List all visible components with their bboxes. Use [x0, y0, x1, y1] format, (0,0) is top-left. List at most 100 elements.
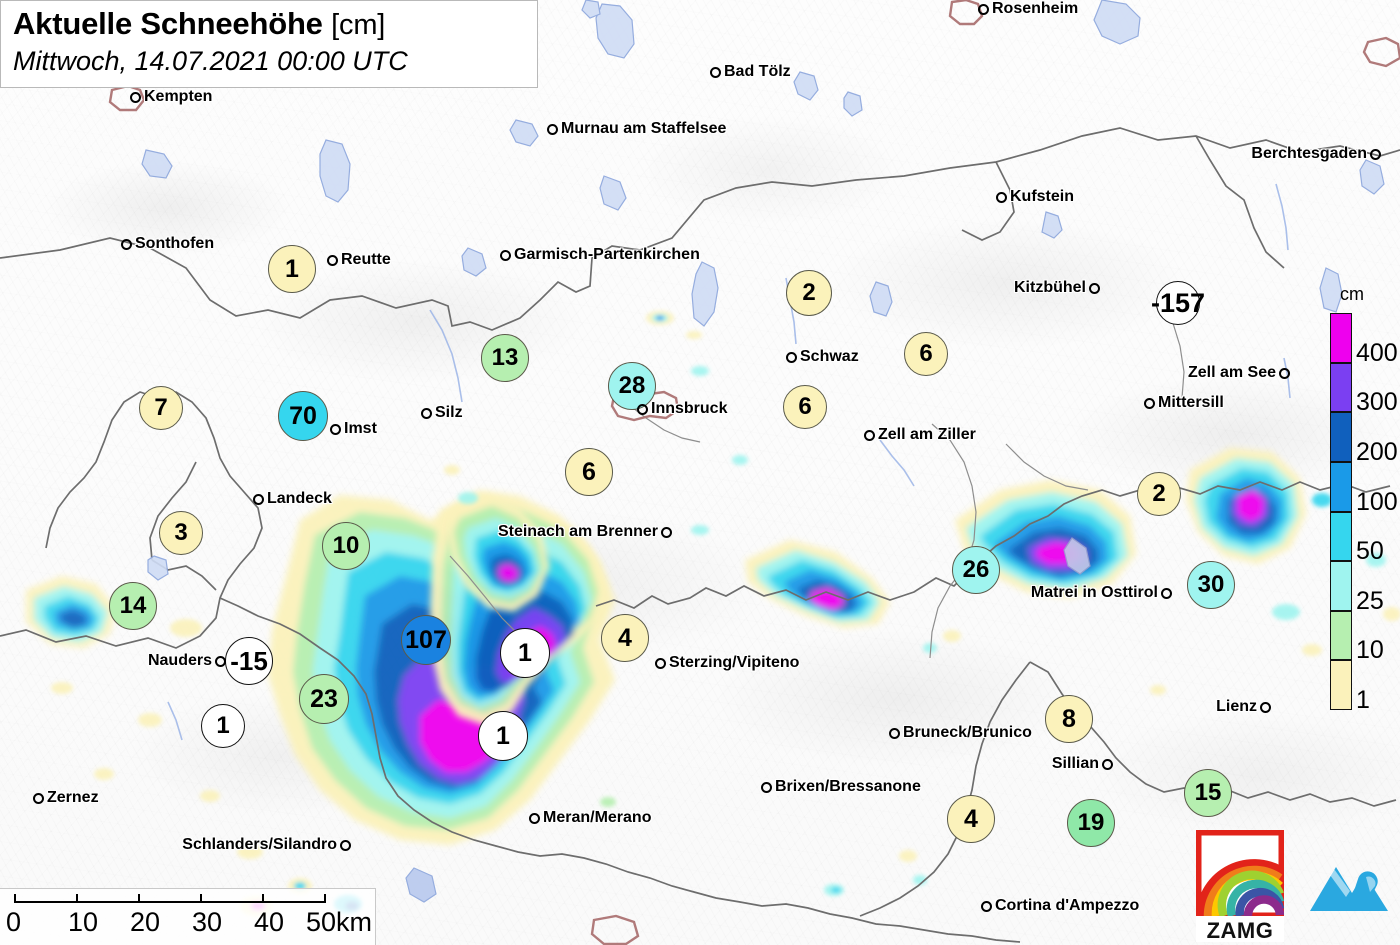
rivers — [167, 183, 1291, 741]
city-point-icon — [981, 900, 992, 912]
city-marker: Silz — [421, 404, 463, 422]
city-label: Zell am Ziller — [878, 426, 976, 443]
station-value-marker[interactable]: 30 — [1187, 561, 1235, 609]
city-label: Cortina d'Ampezzo — [995, 897, 1140, 914]
station-value-text: 15 — [1194, 779, 1222, 806]
city-point-icon — [978, 3, 989, 15]
station-value-text: -157 — [1150, 287, 1206, 318]
legend-colorbar[interactable]: 400 300 200 100 50 25 10 1 — [1330, 313, 1398, 713]
station-value-text: 4 — [618, 623, 632, 652]
city-label: Kempten — [144, 88, 213, 105]
station-value-marker[interactable]: 2 — [786, 270, 832, 316]
station-value-marker[interactable]: 2 — [1137, 472, 1181, 516]
legend-band-label: 1 — [1356, 686, 1370, 714]
station-value-text: 1 — [285, 254, 299, 283]
city-marker: Bad Tölz — [710, 63, 791, 81]
scale-tick-label: 30 — [192, 907, 223, 937]
legend-band — [1330, 561, 1352, 611]
station-value-marker[interactable]: 70 — [278, 391, 328, 441]
station-value-marker[interactable]: 23 — [299, 674, 349, 724]
city-label: Nauders — [147, 652, 212, 669]
legend-band — [1330, 313, 1352, 363]
city-label: Imst — [344, 420, 377, 437]
station-value-marker[interactable]: 26 — [952, 546, 1000, 594]
station-value-marker[interactable]: 13 — [481, 334, 529, 382]
scale-tick-label: 0 — [6, 907, 22, 937]
legend-band-label: 100 — [1356, 487, 1398, 516]
city-label: Landeck — [267, 490, 332, 507]
city-marker: Matrei in Osttirol — [1031, 584, 1172, 602]
city-marker: Landeck — [253, 490, 332, 508]
city-marker: Zernez — [33, 789, 99, 807]
city-marker: Steinach am Brenner — [498, 523, 672, 541]
scale-tick-label: 40 — [254, 907, 285, 937]
scale-tick — [262, 894, 264, 903]
city-label: Sterzing/Vipiteno — [669, 654, 800, 671]
station-value-text: 1 — [216, 712, 230, 739]
station-value-marker[interactable]: -15 — [225, 637, 273, 685]
city-point-icon — [786, 351, 797, 363]
station-value-text: 6 — [798, 393, 812, 420]
station-value-marker[interactable]: 4 — [601, 614, 649, 662]
city-label: Murnau am Staffelsee — [561, 120, 727, 137]
city-marker: Brixen/Bressanone — [761, 778, 921, 796]
station-value-marker[interactable]: 1 — [500, 628, 550, 678]
city-point-icon — [710, 66, 721, 78]
city-marker: Sillian — [1052, 755, 1113, 773]
station-value-text: 7 — [154, 394, 168, 421]
station-value-text: 30 — [1197, 571, 1225, 598]
scale-bar: 0 10 20 30 40 50km — [0, 888, 376, 945]
station-value-text: 3 — [174, 519, 188, 546]
title-main-text: Aktuelle Schneehöhe — [13, 6, 323, 41]
city-marker: Garmisch-Partenkirchen — [500, 246, 700, 264]
legend-band-label: 25 — [1356, 586, 1384, 615]
station-value-text: 2 — [802, 279, 816, 306]
station-value-marker[interactable]: 8 — [1045, 695, 1093, 743]
station-value-marker[interactable]: 107 — [401, 615, 451, 665]
station-value-marker[interactable]: 6 — [565, 448, 613, 496]
city-point-icon — [121, 238, 132, 250]
scale-tick — [76, 894, 78, 903]
station-value-marker[interactable]: 6 — [783, 385, 827, 429]
station-value-marker[interactable]: 28 — [608, 362, 656, 410]
city-marker: Schwaz — [786, 348, 859, 366]
station-value-marker[interactable]: 4 — [947, 795, 995, 843]
city-marker: Imst — [330, 420, 377, 438]
map-title: Aktuelle Schneehöhe [cm] — [13, 5, 527, 44]
station-value-marker[interactable]: 1 — [201, 704, 245, 748]
zamg-logo-text: ZAMG — [1206, 918, 1274, 943]
scale-tick — [200, 894, 202, 903]
station-value-marker[interactable]: 14 — [109, 582, 157, 630]
map-datetime: Mittwoch, 14.07.2021 00:00 UTC — [13, 46, 408, 76]
city-marker: Meran/Merano — [529, 809, 651, 827]
city-label: Sillian — [1051, 755, 1099, 772]
scale-tick — [324, 894, 326, 903]
station-value-text: 14 — [119, 592, 147, 619]
city-point-icon — [996, 191, 1007, 203]
station-value-marker[interactable]: 3 — [159, 511, 203, 555]
station-value-text: -15 — [230, 646, 268, 676]
station-value-marker[interactable]: 6 — [904, 332, 948, 376]
zamg-logo — [1194, 828, 1286, 942]
city-label: Zell am See — [1187, 364, 1276, 381]
station-value-marker[interactable]: 7 — [139, 386, 183, 430]
city-marker: Mittersill — [1144, 394, 1224, 412]
city-label: Schwaz — [800, 348, 859, 365]
station-value-marker[interactable]: 1 — [268, 245, 316, 293]
city-point-icon — [421, 407, 432, 419]
legend-band-label: 400 — [1356, 338, 1398, 367]
station-value-text: 1 — [518, 638, 532, 667]
station-value-marker[interactable]: 15 — [1184, 769, 1232, 817]
city-marker: Berchtesgaden — [1251, 145, 1381, 163]
station-value-marker[interactable]: 19 — [1067, 799, 1115, 847]
city-label: Sonthofen — [135, 235, 215, 252]
station-value-marker[interactable]: -157 — [1151, 281, 1205, 325]
city-marker: Kitzbühel — [1014, 279, 1100, 297]
station-value-marker[interactable]: 10 — [322, 522, 370, 570]
city-label: Mittersill — [1158, 394, 1224, 411]
lakes — [141, 0, 1385, 903]
city-label: Schlanders/Silandro — [182, 836, 337, 853]
station-value-marker[interactable]: 1 — [478, 711, 528, 761]
title-unit-text: [cm] — [331, 9, 386, 41]
